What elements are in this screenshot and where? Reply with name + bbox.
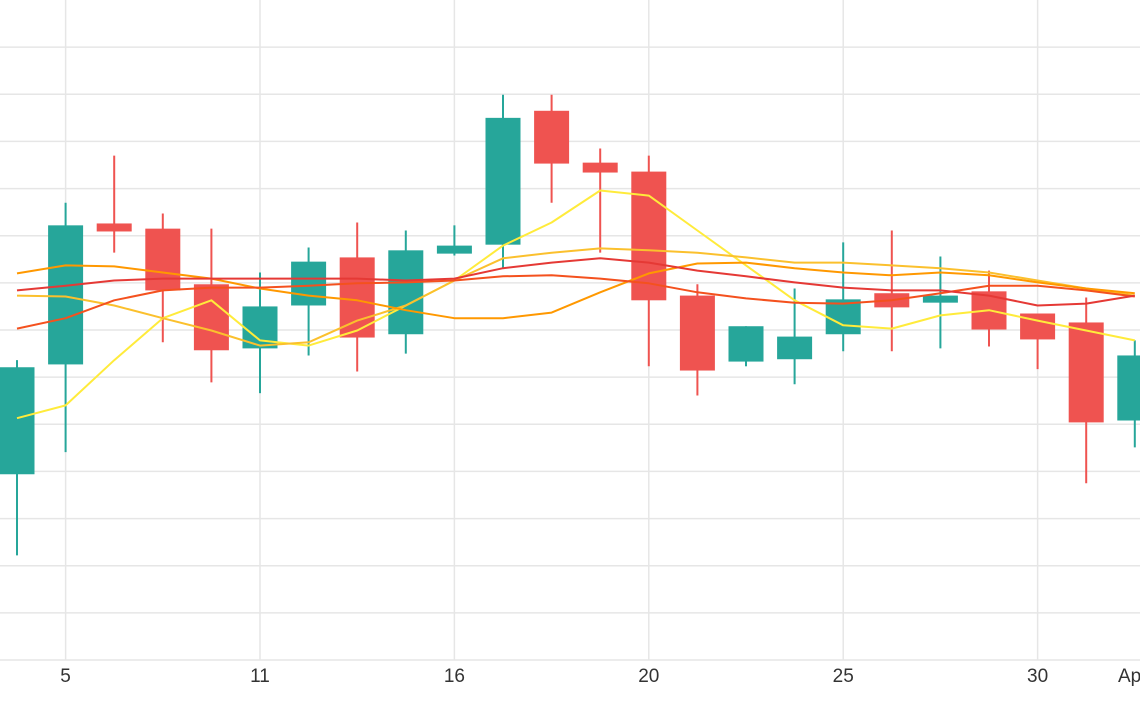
candle-body — [1068, 322, 1104, 423]
x-tick-label: 16 — [444, 666, 465, 687]
x-axis: 5 11 16 20 25 30 Ap — [60, 666, 1140, 687]
candle-body — [193, 284, 229, 351]
x-tick-label: 25 — [833, 666, 854, 687]
candle-body — [582, 162, 618, 173]
moving-averages — [16, 189, 1135, 420]
candle-body — [291, 261, 327, 306]
candle-body — [145, 228, 181, 291]
candle-body — [388, 250, 424, 335]
x-tick-label: 11 — [250, 666, 270, 687]
candle-body — [825, 299, 861, 335]
candle-body — [0, 367, 35, 475]
candle-body — [631, 171, 667, 301]
candle-body — [777, 336, 813, 360]
x-tick-label: 30 — [1027, 666, 1048, 687]
candle-body — [534, 110, 570, 164]
candle-body — [922, 295, 958, 303]
candle-body — [436, 245, 472, 254]
moving-average-line — [16, 189, 1135, 420]
candle-body — [485, 117, 521, 245]
moving-average-line — [16, 257, 1135, 307]
candle-body — [1117, 355, 1140, 421]
moving-average-line — [16, 247, 1135, 347]
candle-body — [679, 295, 715, 371]
candle-body — [728, 326, 764, 362]
x-tick-label: Ap — [1118, 666, 1140, 687]
candle-body — [96, 223, 132, 232]
x-tick-label: 20 — [638, 666, 659, 687]
candles — [0, 94, 1140, 556]
candle-body — [48, 225, 84, 365]
moving-average-line — [16, 261, 1135, 320]
x-tick-label: 5 — [60, 666, 71, 687]
grid — [0, 0, 1140, 661]
